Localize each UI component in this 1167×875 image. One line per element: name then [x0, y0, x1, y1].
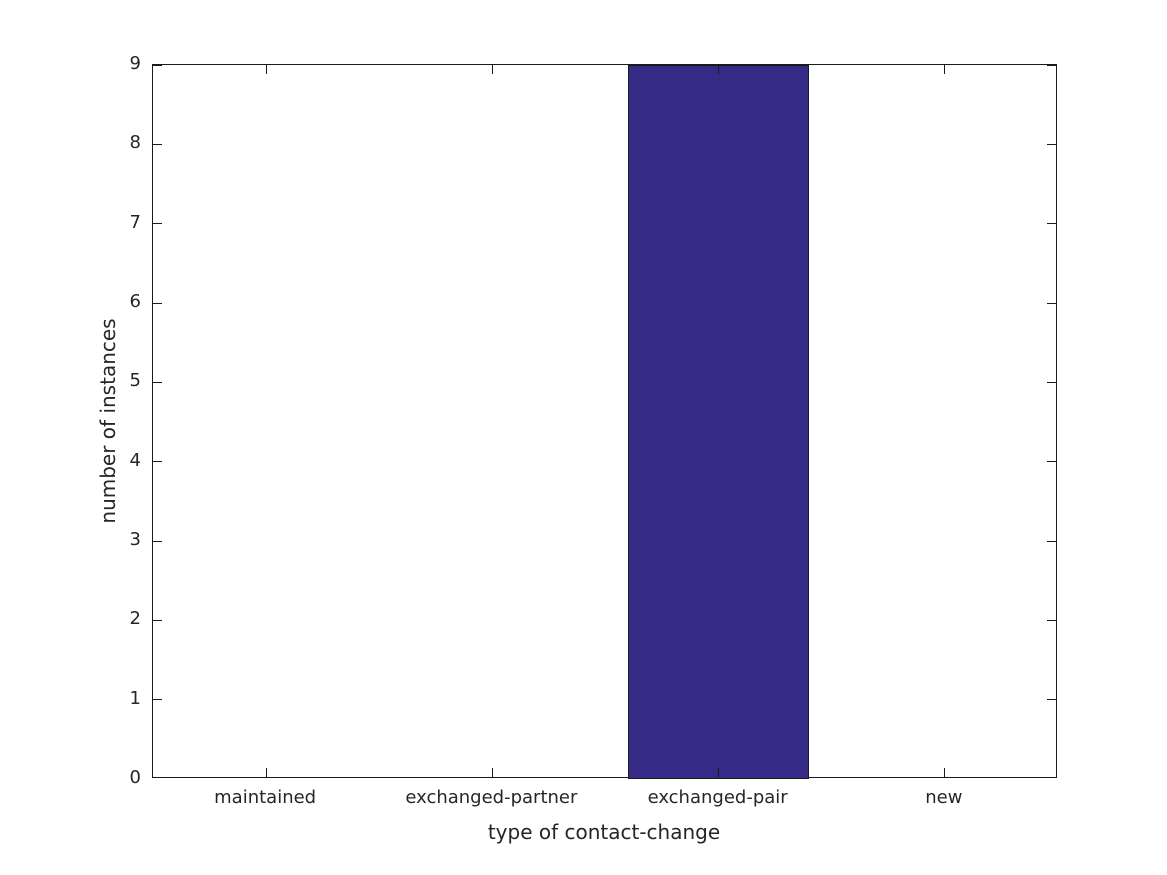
y-axis-label: number of instances	[96, 318, 120, 524]
x-tick-mark	[491, 768, 493, 777]
y-tick-mark	[153, 461, 162, 463]
y-tick-mark	[1047, 699, 1056, 701]
y-tick-mark	[1047, 302, 1056, 304]
x-tick-mark	[718, 768, 720, 777]
y-tick-mark	[153, 65, 162, 66]
y-tick-mark	[153, 143, 162, 145]
y-tick-mark	[1047, 223, 1056, 225]
y-tick-label: 9	[129, 53, 141, 74]
x-tick-mark	[944, 65, 946, 74]
y-tick-mark	[153, 540, 162, 542]
y-tick-label: 5	[129, 370, 141, 392]
y-tick-mark	[1047, 619, 1056, 621]
x-tick-label-maintained: maintained	[214, 787, 317, 808]
x-tick-mark	[491, 65, 493, 74]
y-tick-label: 4	[129, 449, 141, 471]
y-tick-mark	[1047, 381, 1056, 383]
y-tick-mark	[1047, 143, 1056, 145]
y-tick-mark	[1047, 461, 1056, 463]
y-tick-label: 8	[129, 132, 141, 154]
y-tick-mark	[153, 777, 162, 778]
x-tick-mark	[265, 768, 267, 777]
bar-exchanged-pair	[628, 65, 810, 779]
y-tick-label: 1	[129, 687, 141, 709]
y-tick-mark	[1047, 65, 1056, 66]
x-axis-label: type of contact-change	[487, 820, 721, 844]
y-tick-mark	[153, 699, 162, 701]
plot-area	[152, 64, 1057, 779]
y-tick-label: 7	[129, 211, 141, 233]
y-tick-label: 3	[129, 529, 141, 550]
y-tick-label: 2	[129, 608, 141, 630]
x-tick-label-exchanged-partner: exchanged-partner	[405, 787, 578, 808]
y-tick-mark	[1047, 777, 1056, 778]
x-tick-label-exchanged-pair: exchanged-pair	[647, 787, 788, 808]
x-tick-label-new: new	[925, 787, 963, 808]
y-tick-mark	[153, 302, 162, 304]
y-tick-label: 0	[129, 767, 141, 788]
y-tick-mark	[153, 223, 162, 225]
x-tick-mark	[265, 65, 267, 74]
y-tick-label: 6	[129, 291, 141, 312]
y-tick-mark	[1047, 540, 1056, 542]
y-tick-mark	[153, 619, 162, 621]
x-tick-mark	[718, 65, 720, 74]
y-tick-mark	[153, 381, 162, 383]
x-tick-mark	[944, 768, 946, 777]
